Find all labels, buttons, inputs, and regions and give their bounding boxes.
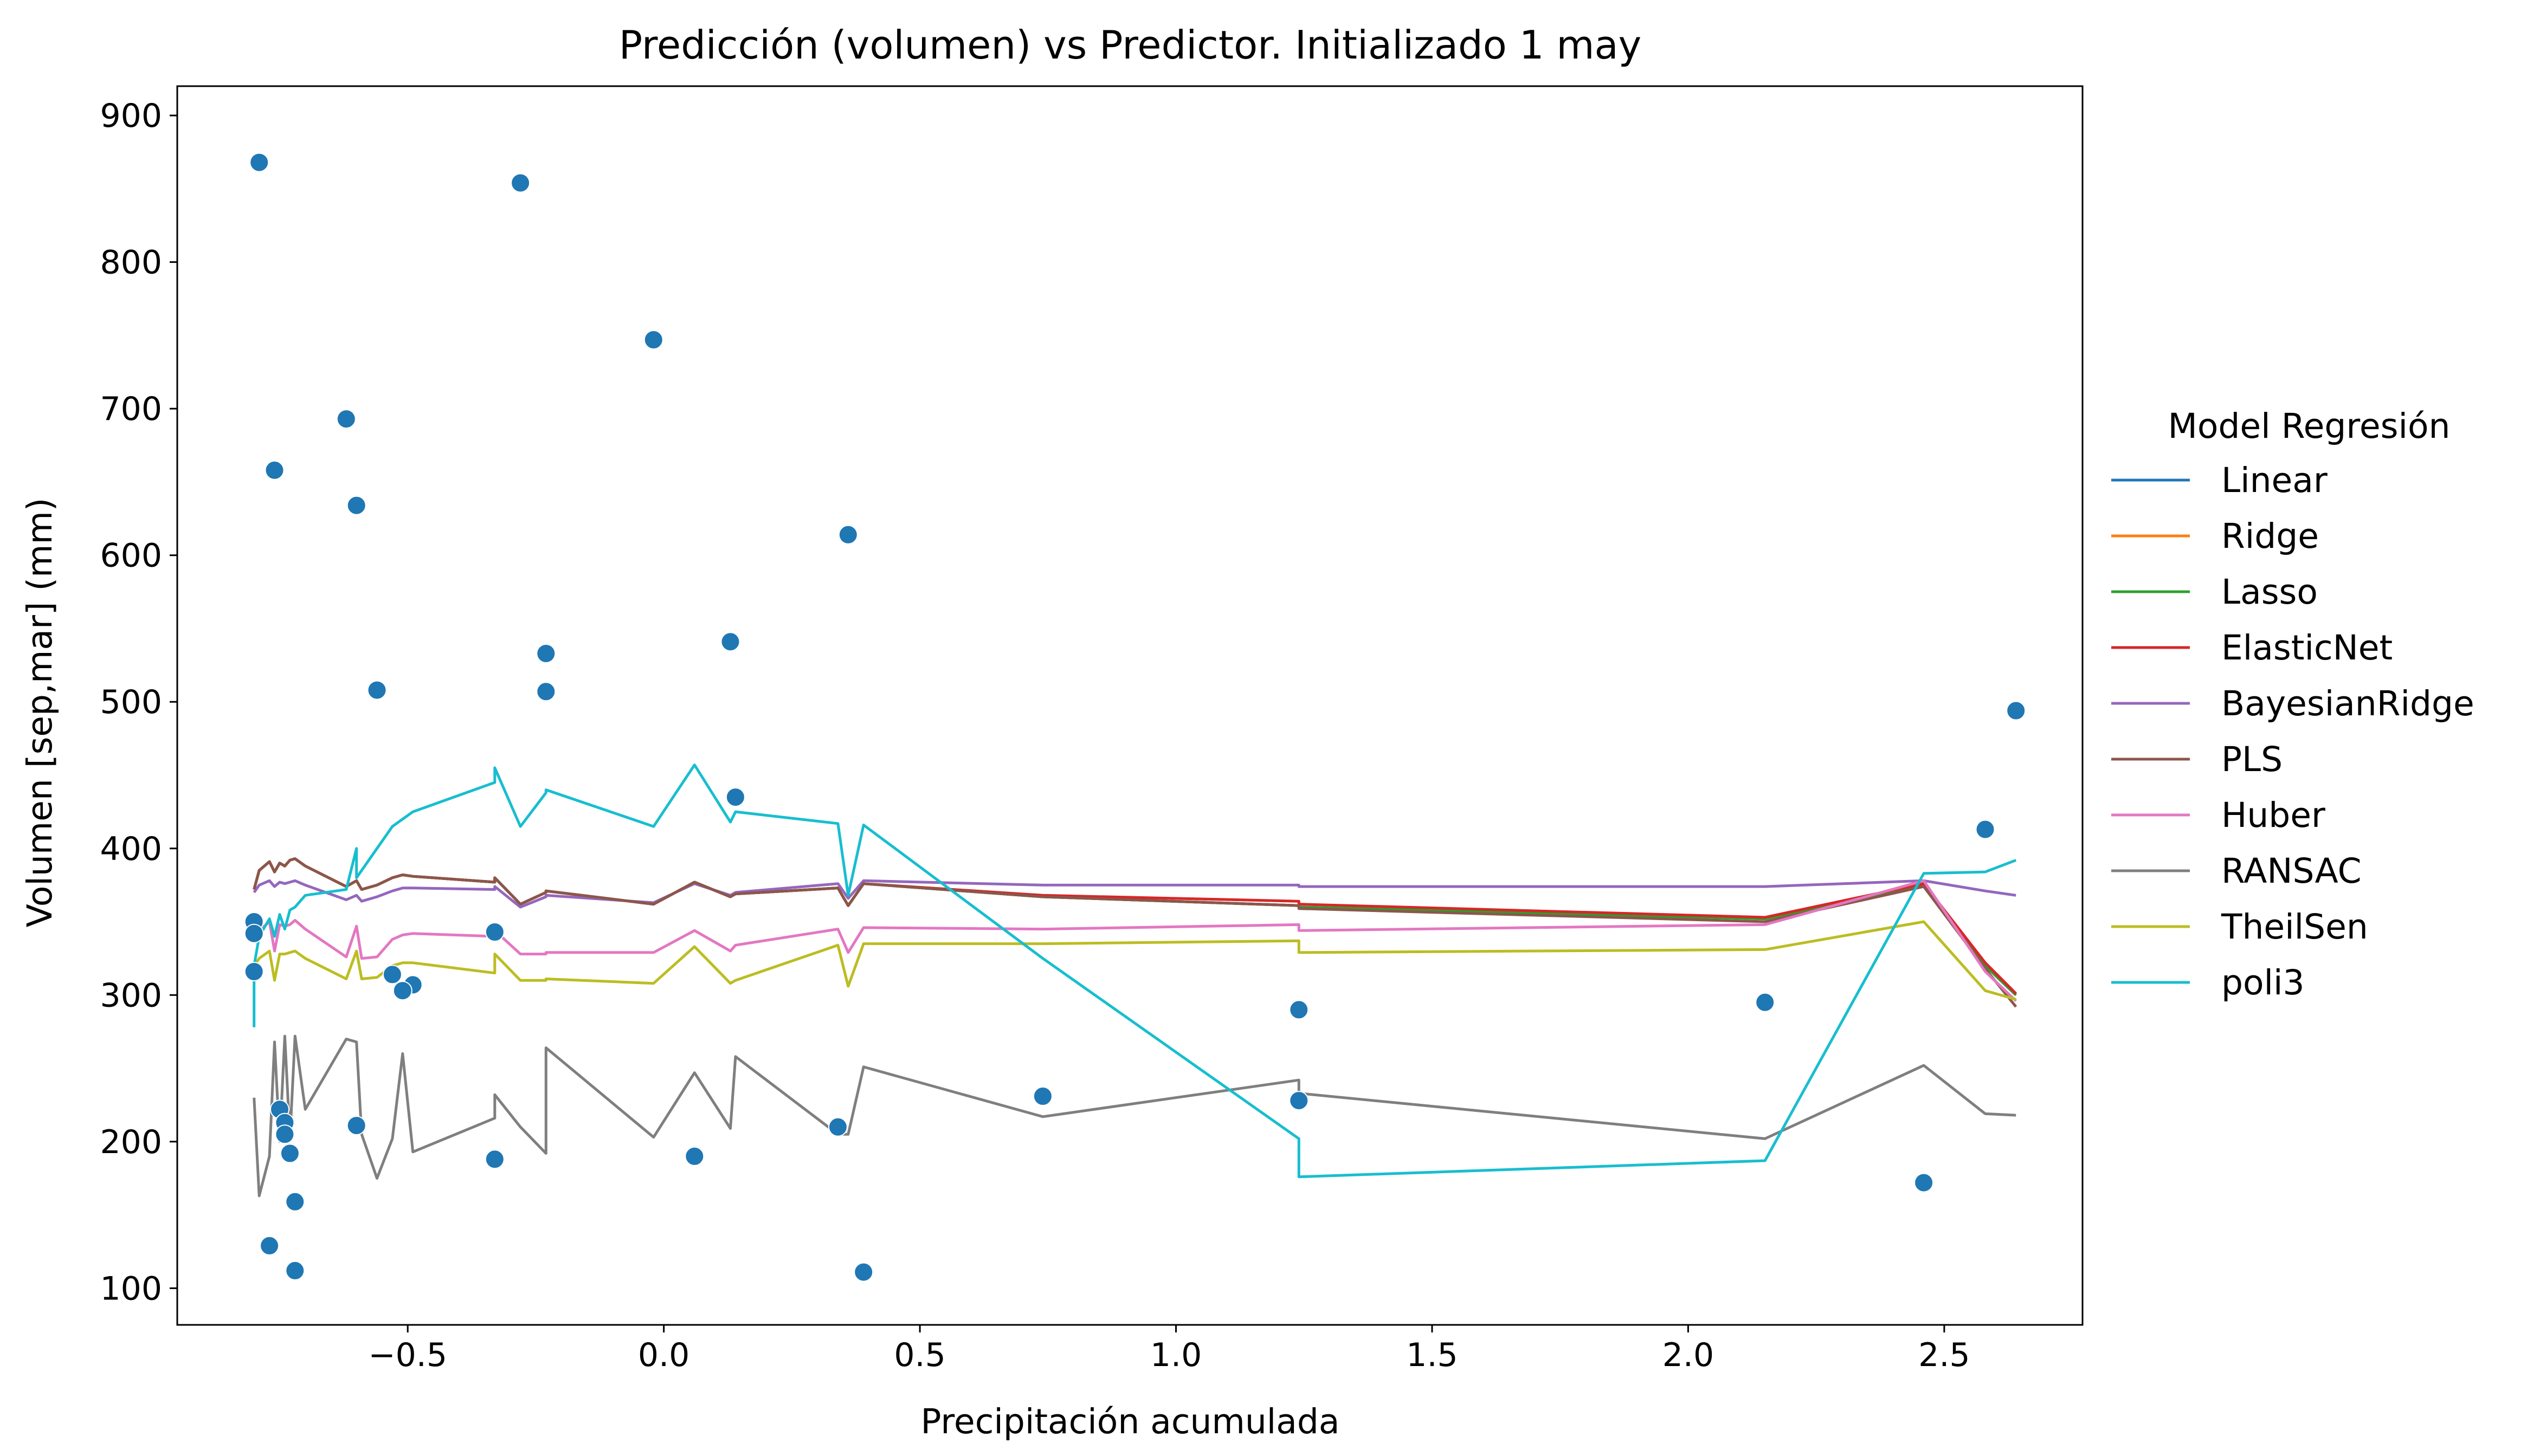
y-tick-label: 100: [100, 1270, 162, 1308]
series-line-poli3: [253, 763, 2017, 1179]
y-tick-label: 400: [100, 830, 162, 868]
y-tick-label: 600: [100, 537, 162, 575]
y-tick-label: 800: [100, 244, 162, 282]
legend-label-huber: Huber: [2221, 795, 2325, 835]
observed-point-17: [244, 962, 264, 981]
x-tick-label: 1.5: [1406, 1336, 1458, 1374]
observed-point-2: [643, 330, 663, 350]
x-tick-label: 0.5: [894, 1336, 945, 1374]
observed-point-35: [260, 1235, 280, 1256]
observed-point-13: [1975, 819, 1995, 839]
legend: Model Regresión Linear Ridge Lasso ElasticN…: [2111, 406, 2474, 1002]
observed-point-28: [828, 1117, 848, 1137]
observed-point-15: [244, 923, 264, 943]
observed-point-24: [1289, 1091, 1309, 1111]
observed-point-1: [511, 173, 531, 193]
observed-point-8: [536, 644, 556, 663]
y-axis: 100 200 300 400 500 600 700 800 900: [100, 97, 177, 1308]
legend-label-elasticnet: ElasticNet: [2221, 628, 2393, 668]
observed-point-6: [838, 525, 858, 545]
legend-label-linear: Linear: [2221, 461, 2328, 500]
observed-point-18: [382, 965, 402, 985]
observed-point-3: [336, 409, 356, 429]
observed-point-0: [249, 152, 269, 172]
series-layer: [253, 763, 2017, 1198]
observed-point-34: [285, 1192, 305, 1212]
chart-title: Predicción (volumen) vs Predictor. Initi…: [619, 22, 1642, 68]
legend-label-ridge: Ridge: [2221, 516, 2319, 556]
observed-point-27: [346, 1116, 366, 1136]
legend-label-pls: PLS: [2221, 740, 2283, 779]
observed-point-36: [285, 1260, 305, 1280]
series-line-ransac: [253, 1034, 2016, 1198]
x-axis-label: Precipitación acumulada: [921, 1402, 1340, 1441]
observed-point-12: [725, 787, 745, 807]
observed-points-layer: [244, 152, 2026, 1282]
plot-frame: [176, 85, 2084, 1326]
legend-label-lasso: Lasso: [2221, 572, 2318, 612]
legend-label-ransac: RANSAC: [2221, 851, 2362, 891]
observed-point-20: [392, 981, 412, 1001]
observed-point-16: [485, 922, 505, 942]
observed-point-21: [1755, 992, 1775, 1012]
observed-point-23: [1033, 1086, 1053, 1106]
observed-point-5: [346, 495, 366, 515]
series-line-bayesianridge: [253, 879, 2016, 909]
observed-point-7: [720, 632, 740, 652]
observed-point-29: [275, 1124, 295, 1144]
y-tick-label: 500: [100, 683, 162, 721]
observed-point-22: [1289, 1000, 1309, 1020]
y-axis-label: Volumen [sep,mar] (mm): [20, 498, 60, 928]
observed-point-37: [854, 1262, 874, 1282]
y-tick-label: 700: [100, 390, 162, 428]
x-tick-label: 2.5: [1918, 1336, 1970, 1374]
y-tick-label: 300: [100, 976, 162, 1014]
observed-point-4: [265, 460, 285, 480]
y-tick-label: 200: [100, 1123, 162, 1161]
legend-title: Model Regresión: [2168, 406, 2451, 446]
observed-point-10: [536, 682, 556, 702]
x-tick-label: 1.0: [1150, 1336, 1202, 1374]
x-tick-label: 2.0: [1662, 1336, 1714, 1374]
legend-items: Linear Ridge Lasso ElasticNet BayesianRidge P…: [2111, 461, 2474, 1002]
observed-point-9: [367, 680, 387, 700]
observed-point-33: [1914, 1173, 1934, 1193]
series-line-pls: [253, 857, 2017, 1008]
x-tick-label: 0.0: [638, 1336, 689, 1374]
series-line-theilsen: [253, 920, 2016, 1001]
observed-point-32: [485, 1149, 505, 1169]
observed-point-11: [2006, 701, 2026, 721]
x-tick-label: −0.5: [368, 1336, 447, 1374]
x-axis: −0.5 0.0 0.5 1.0 1.5 2.0 2.5: [368, 1325, 1970, 1374]
legend-label-bayesianridge: BayesianRidge: [2221, 684, 2474, 723]
legend-label-poli3: poli3: [2221, 963, 2305, 1002]
observed-point-31: [685, 1146, 705, 1166]
legend-label-theilsen: TheilSen: [2221, 907, 2368, 947]
observed-point-30: [280, 1143, 300, 1163]
y-tick-label: 900: [100, 97, 162, 135]
